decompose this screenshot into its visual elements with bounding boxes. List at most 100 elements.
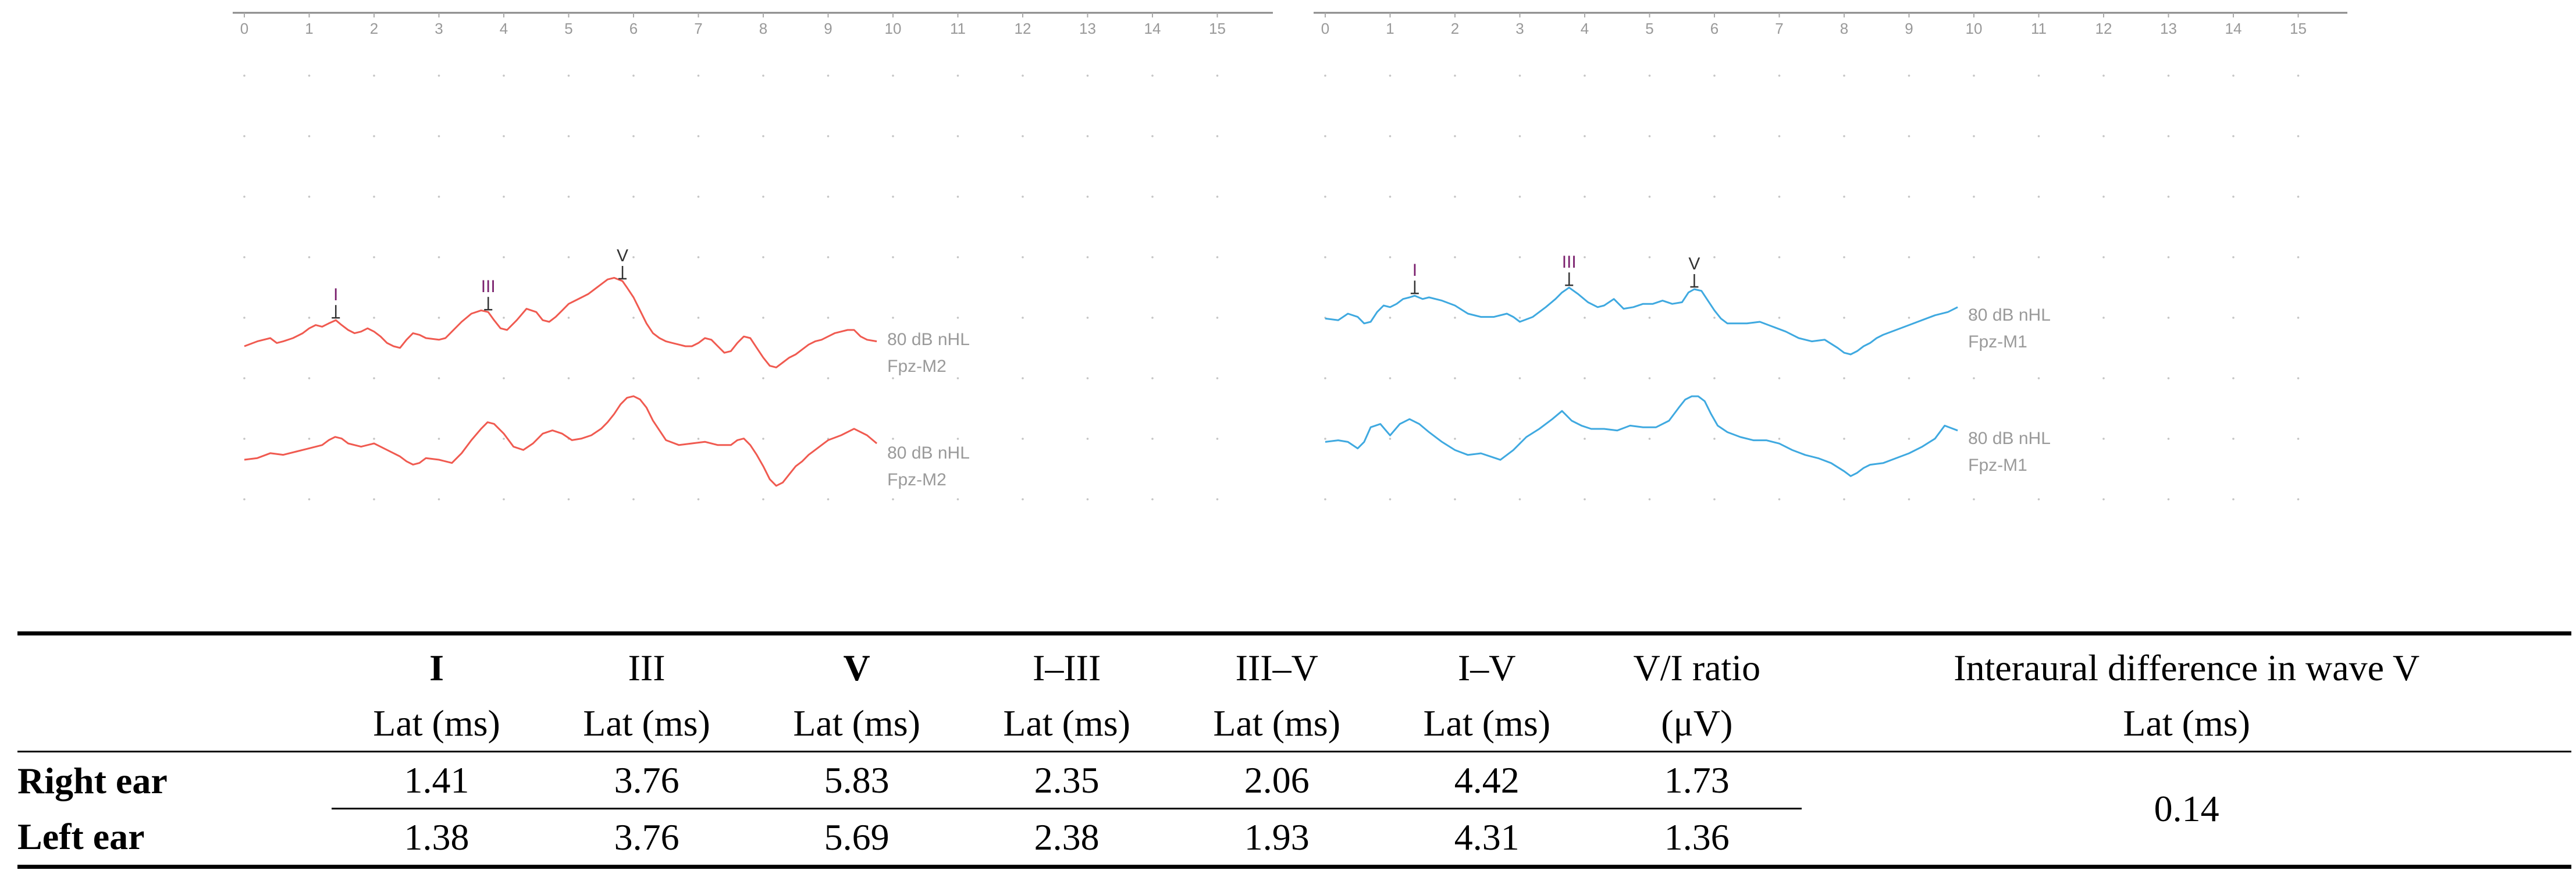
- grid-dot: [2037, 498, 2040, 500]
- grid-dot: [373, 438, 375, 440]
- grid-dot: [1648, 438, 1651, 440]
- grid-dot: [1973, 438, 1975, 440]
- grid-dot: [827, 317, 830, 319]
- peak-marker: I: [332, 285, 340, 319]
- grid-dot: [1389, 438, 1392, 440]
- grid-dot: [697, 498, 700, 500]
- x-tick-label: 8: [1840, 20, 1848, 37]
- grid-dot: [1454, 256, 1456, 258]
- grid-dot: [1908, 256, 1910, 258]
- grid-dot: [1973, 317, 1975, 319]
- grid-dot: [2102, 498, 2105, 500]
- grid-dot: [1648, 135, 1651, 137]
- row-label: Left ear: [17, 816, 145, 858]
- table-cell: 1.73: [1592, 751, 1802, 809]
- grid-dot: [762, 498, 764, 500]
- x-tick-label: 6: [629, 20, 638, 37]
- x-tick-label: 9: [824, 20, 832, 37]
- grid-dot: [1216, 135, 1219, 137]
- grid-dot: [1584, 74, 1586, 77]
- x-tick-label: 9: [1905, 20, 1913, 37]
- grid-dot: [503, 377, 505, 379]
- grid-dot: [1713, 377, 1716, 379]
- grid-dot: [1713, 74, 1716, 77]
- grid-dot: [1086, 377, 1089, 379]
- grid-dot: [1324, 196, 1326, 198]
- waveform-trace: [1325, 286, 1958, 356]
- grid-dot: [632, 377, 635, 379]
- grid-dot: [2297, 438, 2300, 440]
- grid-dot: [1843, 438, 1845, 440]
- grid-dot: [373, 377, 375, 379]
- grid-dot: [2102, 135, 2105, 137]
- grid-dot: [2232, 317, 2235, 319]
- grid-dot: [308, 74, 311, 77]
- grid-dot: [1216, 498, 1219, 500]
- header-unit: Lat (ms): [583, 702, 710, 744]
- grid-dot: [2102, 74, 2105, 77]
- grid-dot: [1022, 377, 1024, 379]
- grid-dot: [1908, 377, 1910, 379]
- grid-dot: [437, 438, 440, 440]
- grid-dot: [1216, 377, 1219, 379]
- grid-dot: [1086, 256, 1089, 258]
- grid-dot: [1022, 498, 1024, 500]
- waveform-trace: [244, 395, 878, 487]
- grid-dot: [1324, 256, 1326, 258]
- grid-dot: [1151, 256, 1154, 258]
- grid-dot: [697, 377, 700, 379]
- grid-dot: [1022, 135, 1024, 137]
- grid-dot: [1518, 317, 1521, 319]
- grid-dot: [1086, 438, 1089, 440]
- grid-dot: [2037, 317, 2040, 319]
- peak-marker-label: V: [617, 246, 628, 265]
- header-vi-ratio: V/I ratio: [1633, 647, 1761, 688]
- trace-label: Fpz-M1: [1968, 456, 2027, 475]
- grid-dot: [632, 74, 635, 77]
- grid-dot: [1022, 317, 1024, 319]
- grid-dot: [1454, 498, 1456, 500]
- peak-marker-label: III: [1562, 253, 1577, 272]
- grid-dot: [243, 256, 245, 258]
- header-wave-iii: III: [628, 647, 666, 688]
- grid-dot: [956, 196, 959, 198]
- x-tick-label: 5: [564, 20, 572, 37]
- header-interval-i-v: I–V: [1457, 647, 1516, 688]
- grid-dot: [1908, 135, 1910, 137]
- grid-dot: [243, 196, 245, 198]
- header-unit: Lat (ms): [1003, 702, 1130, 744]
- grid-dot: [1778, 256, 1781, 258]
- trace-label: Fpz-M1: [1968, 332, 2027, 351]
- grid-dot: [1151, 196, 1154, 198]
- grid-dot: [2102, 438, 2105, 440]
- grid-dot: [437, 74, 440, 77]
- table-cell: 3.76: [542, 751, 752, 809]
- grid-dot: [2232, 498, 2235, 500]
- grid-dot: [437, 317, 440, 319]
- table-cell: 1.36: [1664, 816, 1730, 858]
- x-tick-label: 3: [1515, 20, 1524, 37]
- grid-dot: [1454, 135, 1456, 137]
- grid-dot: [2167, 317, 2170, 319]
- grid-dot: [697, 256, 700, 258]
- grid-dot: [1778, 317, 1781, 319]
- x-tick-label: 0: [1321, 20, 1329, 37]
- grid-dot: [1648, 256, 1651, 258]
- grid-dot: [956, 135, 959, 137]
- grid-dot: [1518, 377, 1521, 379]
- grid-dot: [892, 74, 894, 77]
- grid-dot: [762, 377, 764, 379]
- trace-label: 80 dB nHL: [887, 330, 970, 349]
- header-wave-i: I: [429, 647, 444, 688]
- grid-dot: [243, 438, 245, 440]
- grid-dot: [1216, 438, 1219, 440]
- x-tick-label: 4: [1581, 20, 1589, 37]
- abr-results-table: I III V I–III III–V I–V V/I ratio Intera…: [17, 631, 2571, 869]
- grid-dot: [308, 196, 311, 198]
- x-tick-label: 7: [1775, 20, 1783, 37]
- header-wave-v: V: [843, 647, 870, 688]
- grid-dot: [1216, 196, 1219, 198]
- grid-dot: [1778, 377, 1781, 379]
- grid-dot: [437, 498, 440, 500]
- peak-marker-label: I: [333, 285, 338, 304]
